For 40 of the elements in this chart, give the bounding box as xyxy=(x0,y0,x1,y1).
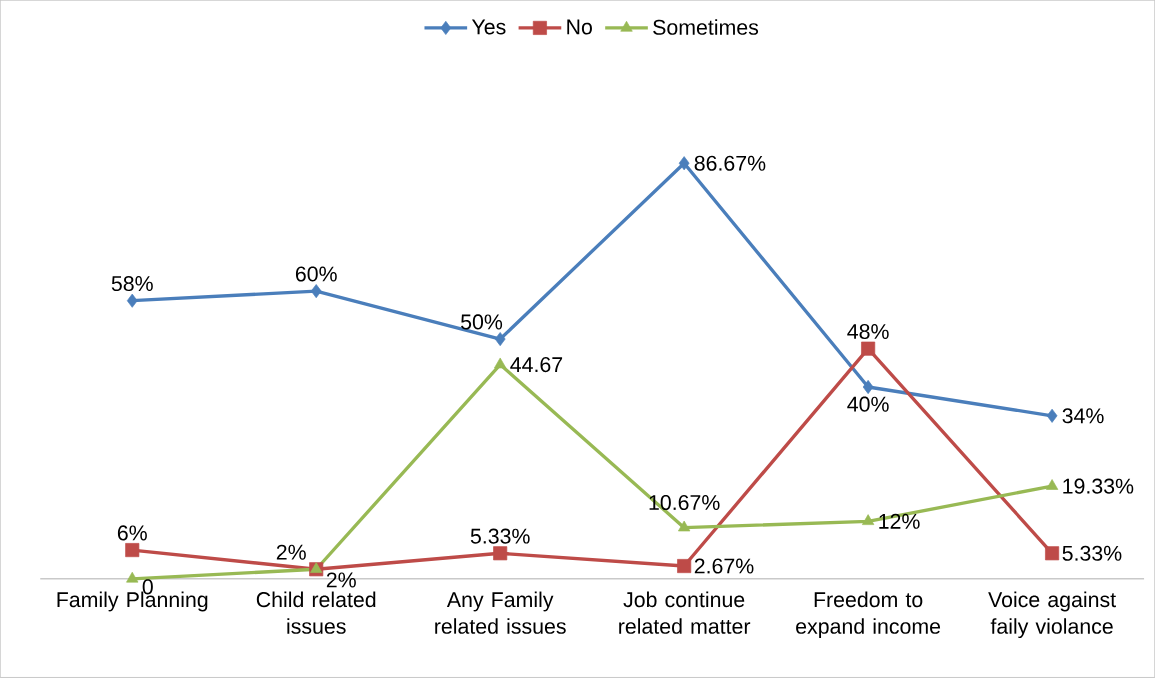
data-label: 34% xyxy=(1062,408,1104,424)
data-label: 58% xyxy=(111,276,153,292)
data-label: 2% xyxy=(276,544,306,560)
data-label: 6% xyxy=(117,525,147,541)
data-label: 5.33% xyxy=(470,528,530,544)
legend-label: Yes xyxy=(471,19,506,35)
point xyxy=(678,156,690,171)
x-tick-label: Any Family related issues xyxy=(435,591,566,634)
legend-label: No xyxy=(567,19,592,35)
point xyxy=(1045,479,1059,490)
point xyxy=(494,332,506,347)
point xyxy=(862,380,874,395)
data-label: 2% xyxy=(326,572,356,588)
point xyxy=(861,341,876,356)
point xyxy=(862,514,875,526)
point xyxy=(494,357,507,369)
point xyxy=(310,284,322,299)
point xyxy=(493,546,508,561)
point xyxy=(126,571,139,583)
data-label: 19.33% xyxy=(1063,478,1134,494)
x-tick-label: Child related issues xyxy=(256,591,376,634)
x-tick-label: Freedom to expand income xyxy=(796,591,941,639)
data-label: 86.67% xyxy=(694,155,766,171)
data-label: 60% xyxy=(295,266,337,282)
data-label: 40% xyxy=(847,396,889,412)
data-label: 12% xyxy=(879,513,920,529)
data-label: 50% xyxy=(461,314,503,330)
point xyxy=(678,520,691,532)
point xyxy=(677,559,692,574)
x-tick-label: Voice against faily violance xyxy=(988,591,1116,639)
point xyxy=(125,543,140,558)
point xyxy=(1045,546,1060,561)
legend-label: Sometimes xyxy=(653,19,759,35)
data-label: 48% xyxy=(847,324,889,340)
data-label: 2.67% xyxy=(694,558,754,574)
x-tick-label: Job continue related matter xyxy=(619,591,751,634)
data-label: 5.33% xyxy=(1062,545,1122,561)
point xyxy=(126,293,138,308)
point xyxy=(1046,408,1058,423)
data-label: 44.67 xyxy=(510,357,563,373)
